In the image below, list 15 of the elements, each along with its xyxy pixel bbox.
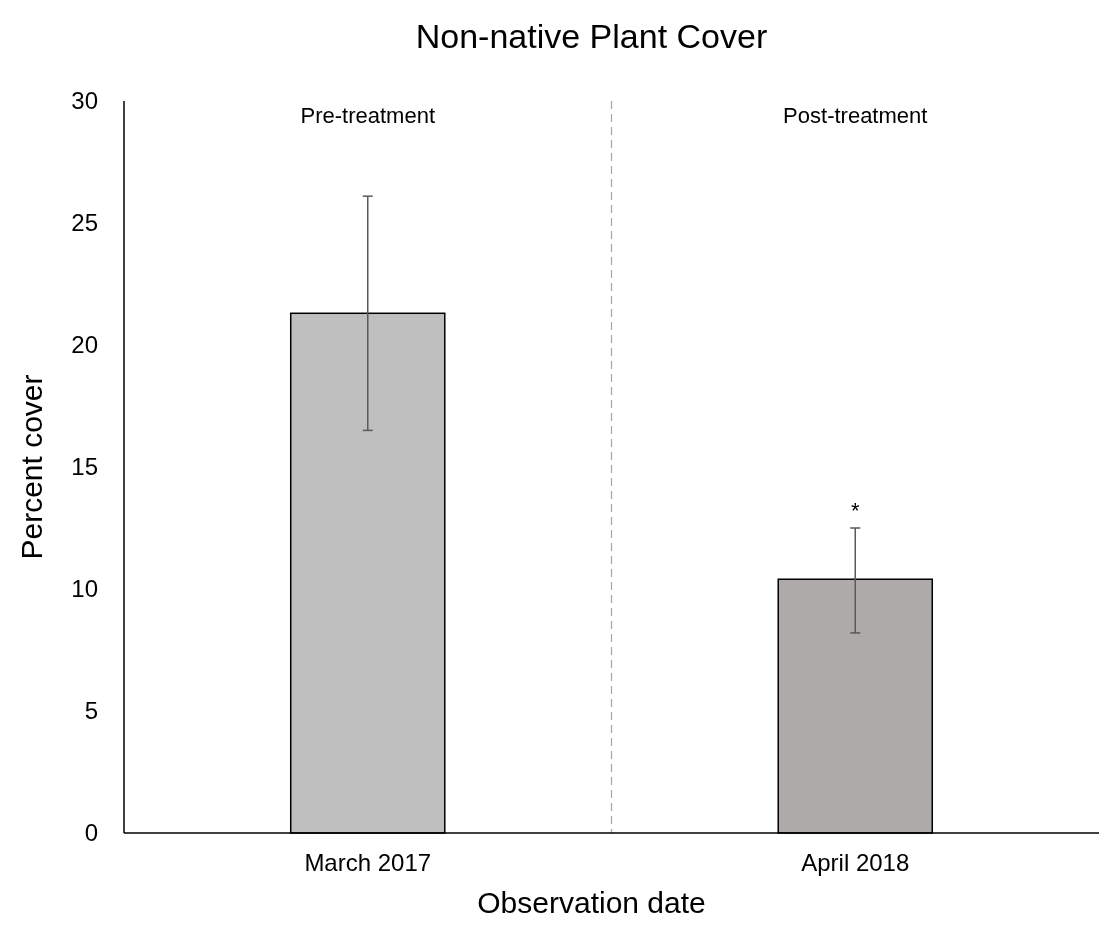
x-axis-title: Observation date [477,886,706,919]
chart-title: Non-native Plant Cover [415,17,768,55]
x-tick-label: March 2017 [304,849,432,876]
y-axis-title: Percent cover [15,374,48,560]
y-tick-label: 20 [71,331,98,359]
y-tick-label: 15 [71,453,98,481]
y-tick-label: 5 [84,697,98,725]
annotation: * [850,498,860,523]
y-tick-label: 0 [84,819,98,847]
annotation: Post-treatment [783,103,928,128]
y-tick-label: 10 [71,575,98,603]
annotation: Pre-treatment [300,103,435,128]
y-tick-label: 30 [71,87,98,115]
x-tick-label: April 2018 [801,849,910,876]
y-tick-label: 25 [71,209,98,237]
